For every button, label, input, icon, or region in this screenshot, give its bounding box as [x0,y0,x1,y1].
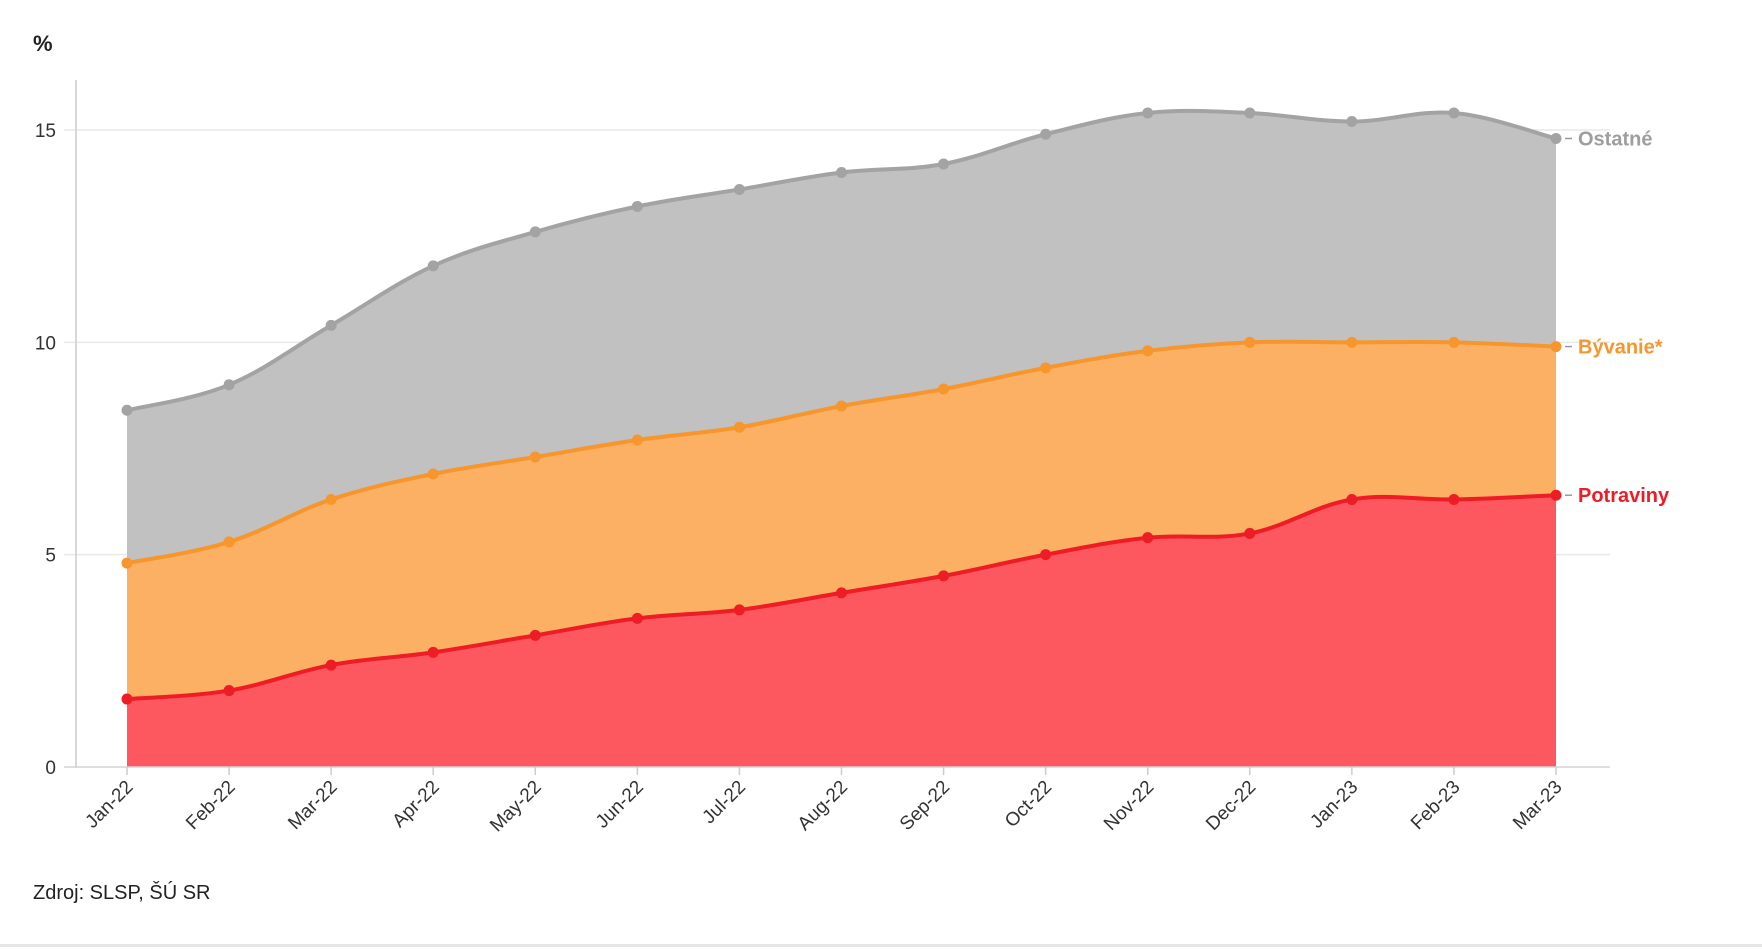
series-label-ostatné: Ostatné [1578,128,1652,150]
x-tick-label: May-22 [486,777,546,837]
point-ostatné [1244,107,1256,119]
point-potraviny [121,693,133,705]
point-potraviny [1550,489,1562,501]
x-tick-label: Feb-23 [1407,777,1464,834]
point-potraviny [223,685,235,697]
y-tick-label: 10 [35,333,56,354]
point-potraviny [733,604,745,616]
x-tick-labels: Jan-22 Feb-22 Mar-22 Apr-22 May-22 Jun-22 Jul-… [82,777,1567,837]
point-ostatné [836,166,847,178]
x-tick-label: Sep-22 [896,777,954,835]
point-potraviny [1040,549,1052,561]
point-potraviny [529,629,541,641]
point-bývanie [427,468,439,480]
point-bývanie [938,383,950,395]
point-potraviny [1448,493,1460,505]
x-tick-label: Feb-22 [182,777,239,834]
point-bývanie [529,451,541,463]
point-ostatné [529,226,541,238]
point-bývanie [325,493,337,505]
y-tick-label: 5 [45,546,56,567]
axes [64,80,1610,775]
x-tick-label: Aug-22 [794,777,852,835]
x-tick-label: Dec-22 [1202,777,1260,835]
point-ostatné [733,183,745,195]
point-bývanie [631,434,643,446]
x-tick-label: Mar-22 [284,777,341,834]
bottom-divider [0,944,1762,947]
y-tick-label: 0 [45,758,56,779]
x-tick-label: Oct-22 [1001,777,1056,832]
point-potraviny [938,570,950,582]
point-potraviny [1142,532,1154,544]
x-tick-label: Jan-22 [82,777,138,833]
point-potraviny [427,646,439,658]
point-ostatné [1448,107,1460,119]
point-potraviny [325,659,337,671]
point-potraviny [1346,493,1358,505]
point-potraviny [1244,527,1256,539]
point-bývanie [1550,341,1562,353]
point-ostatné [1550,132,1562,144]
point-bývanie [1040,362,1052,374]
series-end-labels: Ostatné Bývanie* Potraviny [1565,128,1670,507]
x-tick-label: Jan-23 [1306,777,1362,833]
x-tick-label: Nov-22 [1100,777,1158,835]
point-ostatné [1040,128,1052,140]
point-ostatné [427,260,439,272]
point-ostatné [223,379,235,391]
series-areas [127,110,1556,767]
source-note: Zdroj: SLSP, ŠÚ SR [33,882,211,904]
point-ostatné [1142,107,1154,119]
area-potraviny [127,495,1556,767]
point-ostatné [1346,116,1358,128]
series-label-potraviny: Potraviny [1578,485,1670,507]
point-ostatné [631,200,643,212]
x-tick-label: Mar-23 [1509,777,1566,834]
point-bývanie [121,557,133,569]
x-tick-label: Jul-22 [699,777,750,828]
y-tick-labels: 0 5 10 15 [35,121,56,779]
x-tick-label: Jun-22 [592,777,648,833]
y-tick-label: 15 [35,121,56,142]
point-bývanie [223,536,235,548]
point-ostatné [325,319,337,331]
point-potraviny [836,587,847,599]
series-label-bývanie: Bývanie* [1578,337,1663,359]
point-bývanie [836,400,847,412]
y-axis-label: % [33,31,53,56]
series-points [121,107,1562,705]
point-potraviny [631,612,643,624]
point-bývanie [1346,336,1358,348]
point-bývanie [1142,345,1154,357]
x-tick-label: Apr-22 [389,777,444,832]
point-bývanie [733,421,745,433]
point-ostatné [938,158,950,170]
point-bývanie [1448,336,1460,348]
point-bývanie [1244,336,1256,348]
point-ostatné [121,404,133,416]
